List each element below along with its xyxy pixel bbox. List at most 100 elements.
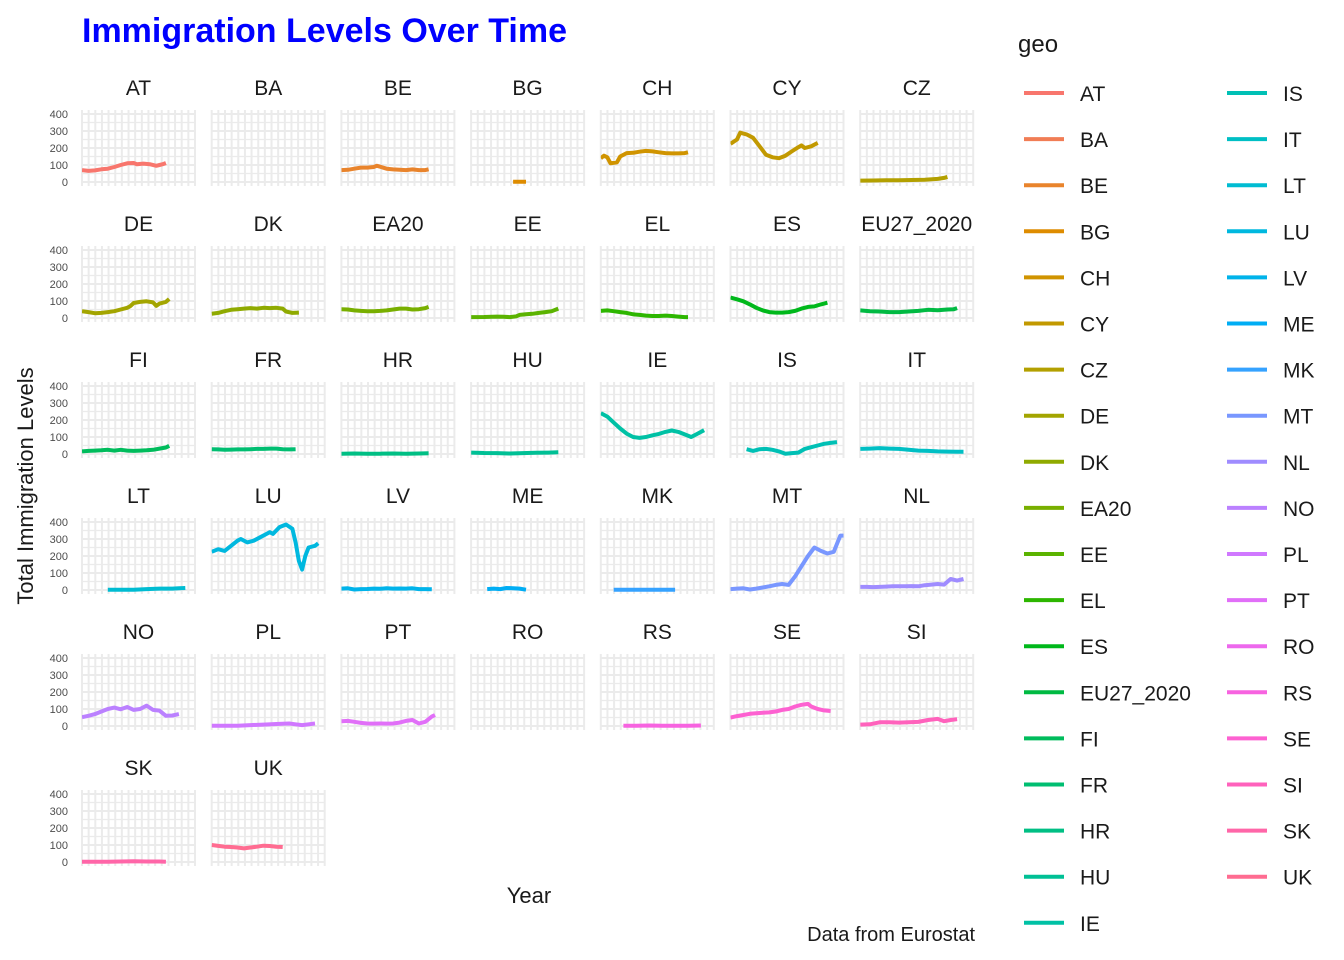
y-tick-label: 0: [62, 585, 68, 597]
y-tick-label: 100: [50, 160, 68, 172]
facet-strip-label: RS: [643, 621, 672, 644]
series-line-it: [860, 446, 964, 454]
legend-label: IT: [1283, 129, 1302, 152]
legend-item-pt: PT: [1227, 590, 1310, 613]
legend-item-be: BE: [1024, 175, 1108, 198]
series-line-mt: [730, 533, 844, 592]
facet-strip-label: CH: [642, 77, 672, 100]
y-tick-label: 0: [62, 857, 68, 869]
y-tick-label: 300: [50, 262, 68, 274]
facet-panel-sk: SK 0 100 200 300 400: [50, 757, 196, 869]
legend-item-nl: NL: [1227, 452, 1310, 475]
legend-label: PL: [1283, 544, 1309, 567]
facet-panels: AT 0 100 200 300 400 BA BE BG CH CY CZ DE 0 100 200 300 4…: [50, 77, 975, 869]
facet-strip-label: LU: [255, 485, 282, 508]
legend-item-el: EL: [1024, 590, 1106, 613]
facet-panel-pl: PL: [210, 621, 326, 730]
facet-strip-label: CY: [772, 77, 801, 100]
facet-panel-hu: HU: [470, 349, 586, 458]
series-line-lu: [211, 522, 320, 572]
y-tick-label: 400: [50, 517, 68, 529]
facet-panel-me: ME: [470, 485, 586, 594]
facet-strip-label: EL: [644, 213, 670, 236]
facet-panel-ch: CH: [599, 77, 715, 186]
legend-label: CY: [1080, 314, 1109, 337]
legend-label: EU27_2020: [1080, 682, 1191, 705]
legend-label: HU: [1080, 867, 1110, 890]
legend-item-pl: PL: [1227, 544, 1309, 567]
series-line-fr: [211, 446, 296, 452]
series-line-de: [82, 297, 171, 316]
y-tick-label: 200: [50, 415, 68, 427]
legend-item-eu27_2020: EU27_2020: [1024, 682, 1191, 705]
legend-item-ie: IE: [1024, 913, 1100, 936]
legend-item-lu: LU: [1227, 221, 1310, 244]
legend-label: MK: [1283, 360, 1315, 383]
legend-label: BA: [1080, 129, 1108, 152]
facet-panel-de: DE 0 100 200 300 400: [50, 213, 196, 325]
series-line-ee: [471, 306, 560, 320]
facet-strip-label: DE: [124, 213, 153, 236]
legend-label: DK: [1080, 452, 1109, 475]
facet-panel-eu27_2020: EU27_2020: [859, 213, 975, 322]
facet-strip-label: NO: [123, 621, 155, 644]
facet-panel-si: SI: [859, 621, 975, 730]
legend-item-it: IT: [1227, 129, 1302, 152]
legend-label: ME: [1283, 314, 1315, 337]
series-line-cz: [860, 174, 948, 183]
series-line-hu: [471, 450, 559, 456]
legend-item-ee: EE: [1024, 544, 1108, 567]
legend-item-ro: RO: [1227, 636, 1315, 659]
facet-panel-lv: LV: [340, 485, 456, 594]
y-tick-label: 400: [50, 109, 68, 121]
caption: Data from Eurostat: [807, 924, 975, 946]
series-line-me: [487, 586, 527, 592]
legend-item-ea20: EA20: [1024, 498, 1131, 521]
legend-title: geo: [1018, 31, 1058, 58]
facet-strip-label: SK: [124, 757, 152, 780]
legend-item-hu: HU: [1024, 867, 1110, 890]
legend-label: IS: [1283, 83, 1303, 106]
legend-label: ES: [1080, 636, 1108, 659]
facet-panel-it: IT: [859, 349, 975, 458]
facet-strip-label: IT: [907, 349, 926, 372]
facet-panel-rs: RS: [599, 621, 715, 730]
facet-strip-label: BE: [384, 77, 412, 100]
facet-strip-label: HR: [383, 349, 413, 372]
facet-panel-mt: MT: [729, 485, 845, 594]
facet-strip-label: CZ: [903, 77, 931, 100]
y-tick-label: 0: [62, 313, 68, 325]
facet-strip-label: MT: [772, 485, 802, 508]
series-line-lt: [107, 586, 186, 592]
legend-label: EL: [1080, 590, 1106, 613]
legend-label: RS: [1283, 682, 1312, 705]
legend-label: EE: [1080, 544, 1108, 567]
series-line-is: [746, 440, 838, 456]
facet-panel-lt: LT 0 100 200 300 400: [50, 485, 196, 597]
legend-label: HR: [1080, 821, 1110, 844]
series-line-ch: [600, 148, 689, 166]
facet-strip-label: MK: [642, 485, 674, 508]
legend-item-mt: MT: [1227, 406, 1313, 429]
legend-label: SK: [1283, 821, 1311, 844]
series-line-fi: [82, 444, 171, 454]
facet-panel-ea20: EA20: [340, 213, 456, 322]
facet-strip-label: UK: [254, 757, 283, 780]
legend-label: FR: [1080, 775, 1108, 798]
legend-label: NL: [1283, 452, 1310, 475]
y-axis-label: Total Immigration Levels: [13, 367, 38, 604]
facet-panel-fi: FI 0 100 200 300 400: [50, 349, 196, 461]
facet-panel-el: EL: [599, 213, 715, 322]
legend-item-fr: FR: [1024, 775, 1108, 798]
legend-item-se: SE: [1227, 728, 1311, 751]
facet-strip-label: IE: [647, 349, 667, 372]
series-line-ie: [600, 411, 706, 440]
legend-item-ba: BA: [1024, 129, 1108, 152]
series-line-lv: [341, 586, 432, 592]
y-tick-label: 200: [50, 551, 68, 563]
series-line-be: [341, 163, 430, 173]
facet-strip-label: FR: [254, 349, 282, 372]
legend-label: NO: [1283, 498, 1315, 521]
y-tick-label: 400: [50, 653, 68, 665]
